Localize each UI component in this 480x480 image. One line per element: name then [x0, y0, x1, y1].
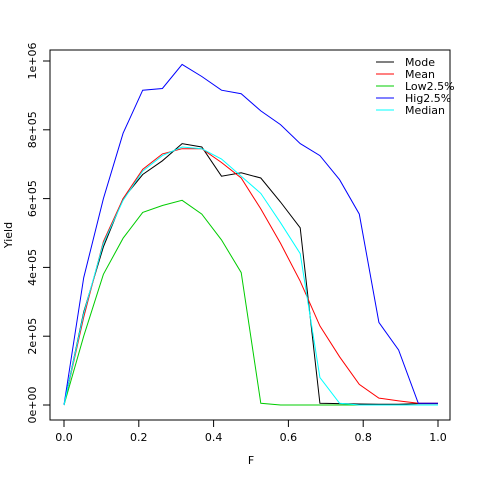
y-tick-label: 4e+05 [26, 249, 39, 286]
x-tick-label: 0.0 [55, 431, 73, 444]
y-axis: 0e+00 2e+05 4e+05 6e+05 8e+05 1e+06 [26, 43, 50, 424]
series-line-mean [63, 148, 438, 406]
y-tick-label: 8e+05 [26, 111, 39, 148]
legend-label: Low2.5% [405, 80, 455, 93]
x-tick-label: 0.4 [205, 431, 223, 444]
y-tick-label: 1e+06 [26, 43, 39, 80]
legend-label: Mode [405, 56, 435, 69]
y-tick-label: 6e+05 [26, 180, 39, 217]
x-tick-label: 0.8 [354, 431, 372, 444]
series-line-low2-5- [63, 199, 438, 406]
x-axis: 0.0 0.2 0.4 0.6 0.8 1.0 [55, 420, 447, 444]
y-axis-title: Yield [2, 222, 15, 249]
series-line-mode [63, 143, 438, 406]
legend-label: Hig2.5% [405, 92, 451, 105]
plot-frame [49, 49, 451, 421]
x-axis-title: F [248, 454, 254, 467]
series-line-median [63, 146, 438, 406]
legend-label: Median [405, 104, 445, 117]
legend-label: Mean [405, 68, 435, 81]
y-tick-label: 0e+00 [26, 387, 39, 424]
series-line-hig2-5- [63, 63, 438, 406]
x-tick-label: 1.0 [429, 431, 447, 444]
series-layer [63, 63, 438, 406]
x-tick-label: 0.6 [280, 431, 298, 444]
x-tick-label: 0.2 [130, 431, 148, 444]
y-tick-label: 2e+05 [26, 318, 39, 355]
